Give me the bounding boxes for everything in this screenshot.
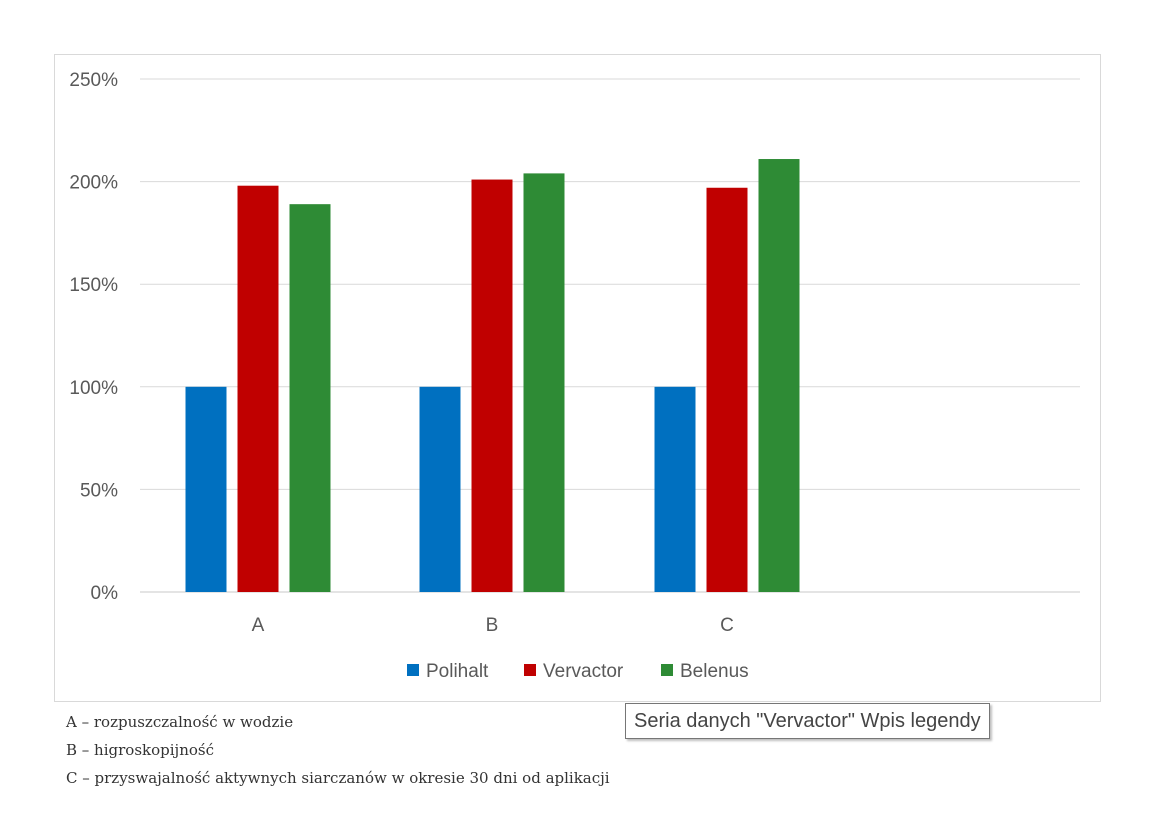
note-a: A – rozpuszczalność w wodzie	[66, 713, 294, 731]
bar-vervactor-b[interactable]	[471, 179, 513, 592]
legend-label-polihalt: Polihalt	[426, 661, 489, 682]
legend-swatch-vervactor	[524, 664, 536, 676]
x-category-label: A	[252, 615, 265, 636]
bar-vervactor-a[interactable]	[237, 185, 279, 593]
x-category-label: B	[486, 615, 499, 636]
legend-label-vervactor: Vervactor	[543, 661, 624, 682]
bar-belenus-a[interactable]	[289, 204, 331, 592]
legend-swatch-belenus	[661, 664, 673, 676]
note-c: C – przyswajalność aktywnych siarczanów …	[66, 769, 610, 787]
bar-polihalt-c[interactable]	[654, 386, 696, 592]
bar-vervactor-c[interactable]	[706, 187, 748, 593]
legend-label-belenus: Belenus	[680, 661, 749, 682]
chart-frame	[54, 54, 1101, 702]
bar-polihalt-a[interactable]	[185, 386, 227, 592]
legend-tooltip: Seria danych "Vervactor" Wpis legendy	[625, 703, 990, 739]
y-tick-label: 200%	[69, 173, 118, 194]
chart-notes: A – rozpuszczalność w wodzie B – higrosk…	[66, 708, 610, 792]
y-tick-label: 150%	[69, 275, 118, 296]
bar-belenus-b[interactable]	[523, 173, 565, 592]
x-category-label: C	[720, 615, 734, 636]
y-tick-label: 100%	[69, 378, 118, 399]
bar-polihalt-b[interactable]	[419, 386, 461, 592]
legend-swatch-polihalt	[407, 664, 419, 676]
y-tick-label: 0%	[91, 583, 119, 604]
y-tick-label: 50%	[80, 480, 118, 501]
bar-belenus-c[interactable]	[758, 159, 800, 592]
note-b: B – higroskopijność	[66, 741, 214, 759]
y-tick-label: 250%	[69, 70, 118, 91]
